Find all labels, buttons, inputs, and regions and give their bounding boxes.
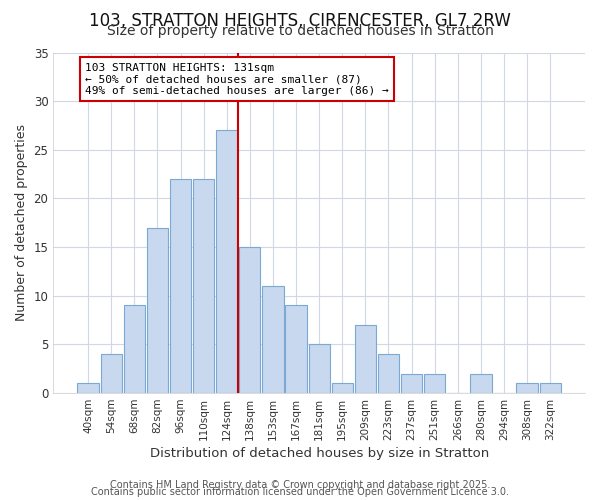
Bar [101,354,122,393]
Bar [539,384,561,393]
Text: Contains public sector information licensed under the Open Government Licence 3.: Contains public sector information licen… [91,487,509,497]
Bar [216,130,238,393]
Bar [470,374,491,393]
Bar [332,384,353,393]
Bar [308,344,330,393]
Bar [193,179,214,393]
Bar [401,374,422,393]
Bar [77,384,99,393]
Bar [424,374,445,393]
Bar [124,306,145,393]
Y-axis label: Number of detached properties: Number of detached properties [15,124,28,322]
Text: 103 STRATTON HEIGHTS: 131sqm
← 50% of detached houses are smaller (87)
49% of se: 103 STRATTON HEIGHTS: 131sqm ← 50% of de… [85,62,389,96]
Bar [286,306,307,393]
Text: Contains HM Land Registry data © Crown copyright and database right 2025.: Contains HM Land Registry data © Crown c… [110,480,490,490]
X-axis label: Distribution of detached houses by size in Stratton: Distribution of detached houses by size … [149,447,489,460]
Bar [147,228,168,393]
Bar [355,325,376,393]
Bar [239,247,260,393]
Text: Size of property relative to detached houses in Stratton: Size of property relative to detached ho… [107,24,493,38]
Bar [170,179,191,393]
Text: 103, STRATTON HEIGHTS, CIRENCESTER, GL7 2RW: 103, STRATTON HEIGHTS, CIRENCESTER, GL7 … [89,12,511,30]
Bar [378,354,399,393]
Bar [517,384,538,393]
Bar [262,286,284,393]
